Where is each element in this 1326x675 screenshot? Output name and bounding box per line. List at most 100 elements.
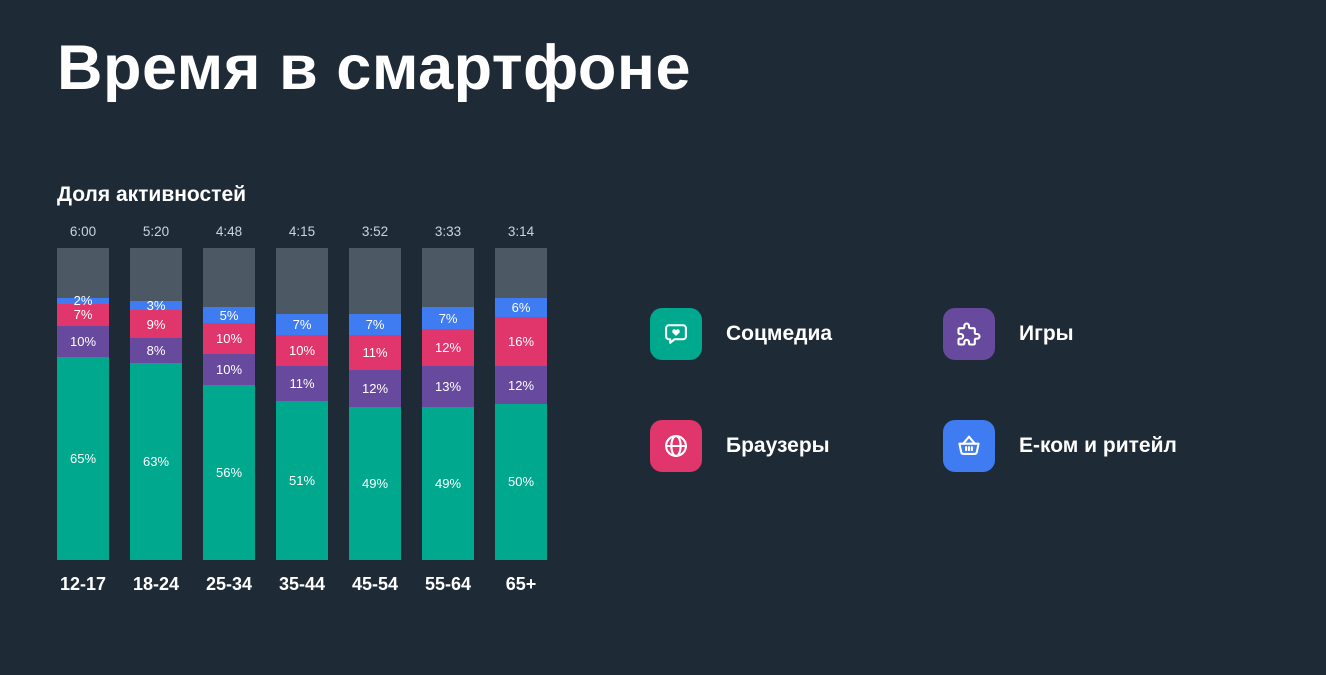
category-label: 12-17 bbox=[59, 574, 107, 594]
chat-heart-icon bbox=[650, 308, 702, 360]
segment-value-label: 11% bbox=[289, 376, 315, 392]
segment-value-label: 10% bbox=[288, 343, 316, 359]
segment-ecom: 7% bbox=[349, 313, 401, 336]
segment-browsers: 11% bbox=[349, 335, 401, 370]
segment-social: 51% bbox=[276, 400, 328, 560]
puzzle-icon bbox=[943, 308, 995, 360]
bar-total-time-label: 3:14 bbox=[507, 224, 535, 239]
bar-total-time-label: 6:00 bbox=[69, 224, 97, 239]
bar-total-time-label: 4:15 bbox=[288, 224, 316, 239]
segment-other bbox=[57, 248, 109, 298]
legend-item-games: Игры bbox=[943, 308, 1177, 360]
segment-value-label: 49% bbox=[361, 475, 389, 491]
segment-browsers: 9% bbox=[130, 310, 182, 339]
segment-browsers: 12% bbox=[422, 329, 474, 367]
segment-value-label: 7% bbox=[292, 316, 312, 332]
segment-games: 12% bbox=[495, 366, 547, 404]
segment-social: 50% bbox=[495, 403, 547, 560]
segment-value-label: 5% bbox=[219, 307, 239, 323]
segment-ecom: 3% bbox=[130, 298, 182, 314]
bar-column: 3:33 7% 12% 13% 49% 55-64 bbox=[422, 224, 474, 595]
segment-other bbox=[349, 248, 401, 314]
category-label: 45-54 bbox=[351, 574, 399, 594]
segment-games: 13% bbox=[422, 366, 474, 408]
segment-value-label: 7% bbox=[73, 307, 93, 323]
stacked-bar: 5% 10% 10% 56% bbox=[203, 248, 255, 560]
legend-label-ecom: Е-ком и ритейл bbox=[1019, 434, 1177, 457]
segment-other bbox=[276, 248, 328, 314]
segment-other bbox=[422, 248, 474, 308]
stacked-bar: 7% 10% 11% 51% bbox=[276, 248, 328, 560]
segment-value-label: 8% bbox=[146, 343, 166, 359]
segment-value-label: 11% bbox=[362, 344, 388, 360]
bar-column: 5:20 3% 9% 8% 63% 18-24 bbox=[130, 224, 182, 595]
segment-games: 10% bbox=[203, 354, 255, 386]
segment-value-label: 12% bbox=[434, 340, 462, 356]
bar-column: 3:52 7% 11% 12% 49% 45-54 bbox=[349, 224, 401, 595]
segment-value-label: 56% bbox=[215, 465, 243, 481]
category-label: 65+ bbox=[505, 574, 537, 594]
segment-value-label: 9% bbox=[146, 316, 166, 332]
segment-browsers: 7% bbox=[57, 304, 109, 326]
segment-value-label: 51% bbox=[288, 472, 316, 488]
basket-icon bbox=[943, 420, 995, 472]
segment-other bbox=[130, 248, 182, 301]
bar-column: 4:48 5% 10% 10% 56% 25-34 bbox=[203, 224, 255, 595]
category-label: 55-64 bbox=[424, 574, 472, 594]
segment-games: 8% bbox=[130, 338, 182, 364]
segment-social: 49% bbox=[422, 407, 474, 560]
segment-value-label: 12% bbox=[507, 377, 535, 393]
stacked-bar: 7% 11% 12% 49% bbox=[349, 248, 401, 560]
segment-games: 10% bbox=[57, 325, 109, 358]
stacked-bar: 6% 16% 12% 50% bbox=[495, 248, 547, 560]
bar-total-time-label: 3:52 bbox=[361, 224, 389, 239]
category-label: 25-34 bbox=[205, 574, 253, 594]
segment-games: 12% bbox=[349, 369, 401, 407]
segment-value-label: 3% bbox=[146, 298, 166, 314]
stacked-bar-chart: 6:00 2% 7% 10% 65% 12-17 5:20 3% 9% 8% 63% 18-24 4:4… bbox=[57, 224, 547, 595]
segment-value-label: 10% bbox=[215, 362, 243, 378]
stacked-bar: 3% 9% 8% 63% bbox=[130, 248, 182, 561]
segment-social: 65% bbox=[57, 357, 109, 560]
segment-value-label: 49% bbox=[434, 476, 462, 492]
segment-value-label: 10% bbox=[69, 333, 97, 349]
segment-ecom: 7% bbox=[422, 307, 474, 330]
segment-games: 11% bbox=[276, 366, 328, 401]
bar-total-time-label: 3:33 bbox=[434, 224, 462, 239]
segment-value-label: 16% bbox=[507, 334, 535, 350]
segment-value-label: 63% bbox=[142, 454, 170, 470]
segment-browsers: 10% bbox=[203, 322, 255, 355]
stacked-bar: 2% 7% 10% 65% bbox=[57, 248, 109, 560]
segment-ecom: 5% bbox=[203, 307, 255, 323]
segment-value-label: 12% bbox=[361, 380, 389, 396]
segment-social: 49% bbox=[349, 406, 401, 560]
globe-icon bbox=[650, 420, 702, 472]
legend-label-browsers: Браузеры bbox=[726, 434, 830, 457]
segment-value-label: 10% bbox=[215, 330, 243, 346]
segment-social: 56% bbox=[203, 385, 255, 560]
segment-value-label: 50% bbox=[507, 474, 535, 490]
segment-value-label: 7% bbox=[438, 310, 458, 326]
bar-column: 6:00 2% 7% 10% 65% 12-17 bbox=[57, 224, 109, 595]
category-label: 35-44 bbox=[278, 574, 326, 594]
segment-value-label: 2% bbox=[73, 293, 93, 309]
page-title: Время в смартфоне bbox=[57, 33, 692, 103]
legend-item-ecom: Е-ком и ритейл bbox=[943, 420, 1177, 472]
category-label: 18-24 bbox=[132, 574, 180, 594]
legend-label-social: Соцмедиа bbox=[726, 322, 833, 345]
segment-other bbox=[203, 248, 255, 308]
segment-browsers: 10% bbox=[276, 335, 328, 367]
legend: Соцмедиа Игры Браузеры bbox=[650, 308, 1177, 472]
segment-value-label: 6% bbox=[511, 299, 531, 315]
bar-column: 3:14 6% 16% 12% 50% 65+ bbox=[495, 224, 547, 595]
legend-item-social: Соцмедиа bbox=[650, 308, 943, 360]
segment-value-label: 65% bbox=[69, 450, 97, 466]
segment-ecom: 2% bbox=[57, 294, 109, 307]
segment-other bbox=[495, 248, 547, 298]
segment-ecom: 7% bbox=[276, 313, 328, 336]
segment-social: 63% bbox=[130, 363, 182, 561]
legend-item-browsers: Браузеры bbox=[650, 420, 943, 472]
segment-browsers: 16% bbox=[495, 316, 547, 367]
segment-value-label: 13% bbox=[434, 379, 462, 395]
segment-value-label: 7% bbox=[365, 316, 385, 332]
